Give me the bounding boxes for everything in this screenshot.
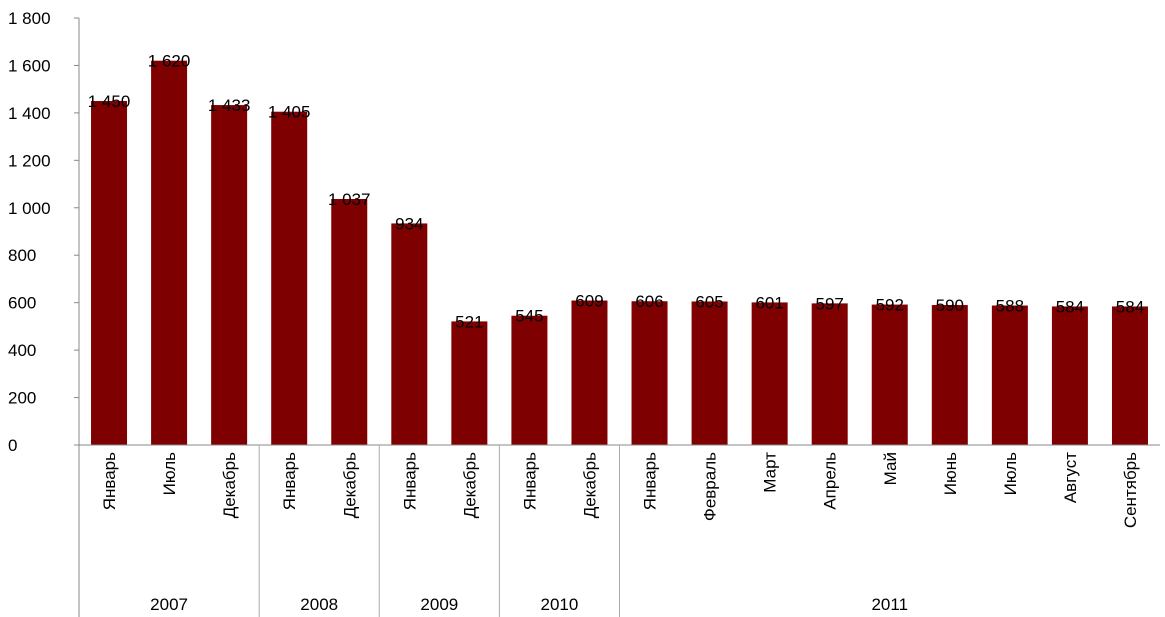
- bar: [811, 303, 848, 445]
- y-tick-label: 600: [8, 294, 36, 313]
- y-axis: 0 200 400 600 800 1 000 1 200 1 400 1 600 1 800: [8, 9, 80, 617]
- category-label: Декабрь: [580, 452, 599, 518]
- y-tick-label: 0: [8, 436, 17, 455]
- value-label: 1 405: [268, 103, 311, 122]
- y-tick-label: 1 000: [8, 199, 51, 218]
- category-label: Декабрь: [340, 452, 359, 518]
- category-label: Сентябрь: [1121, 452, 1140, 528]
- value-label: 588: [996, 297, 1024, 316]
- bar: [751, 302, 788, 445]
- bar: [691, 301, 728, 445]
- category-label: Декабрь: [460, 452, 479, 518]
- bar: [511, 315, 548, 445]
- category-label: Январь: [400, 452, 419, 510]
- bar: [571, 300, 608, 445]
- year-group-label: 2008: [300, 595, 338, 614]
- bar: [211, 105, 248, 446]
- year-group-label: 2007: [150, 595, 188, 614]
- y-tick-label: 400: [8, 341, 36, 360]
- category-label: Июль: [160, 452, 179, 496]
- category-label: Январь: [520, 452, 539, 510]
- value-label: 601: [755, 293, 783, 312]
- category-label: Май: [881, 452, 900, 485]
- year-group-axis: 2007 2008 2009 2010 2011: [150, 445, 908, 617]
- value-labels: 1 450 1 620 1 433 1 405 1 037 934 521 545 609 606…: [88, 52, 1144, 332]
- value-label: 592: [876, 296, 904, 315]
- category-label: Март: [761, 452, 780, 493]
- value-label: 605: [695, 292, 723, 311]
- value-label: 606: [635, 292, 663, 311]
- bar: [451, 321, 488, 445]
- y-tick-label: 1 400: [8, 104, 51, 123]
- category-label: Январь: [280, 452, 299, 510]
- category-label: Декабрь: [220, 452, 239, 518]
- bar: [1111, 306, 1148, 445]
- bar: [391, 223, 428, 445]
- value-label: 521: [455, 312, 483, 331]
- bars: [91, 60, 1148, 446]
- bar: [931, 305, 968, 445]
- bar: [91, 101, 128, 446]
- category-label: Апрель: [821, 452, 840, 510]
- y-tick-label: 200: [8, 389, 36, 408]
- y-tick-label: 1 200: [8, 151, 51, 170]
- value-label: 1 433: [208, 96, 251, 115]
- bar: [1051, 306, 1088, 445]
- value-label: 590: [936, 296, 964, 315]
- value-label: 1 620: [148, 52, 191, 71]
- year-group-label: 2011: [871, 595, 908, 614]
- bar: [631, 301, 668, 445]
- category-label: Июнь: [941, 452, 960, 495]
- bar: [271, 111, 308, 446]
- y-tick-label: 1 600: [8, 56, 51, 75]
- value-label: 584: [1116, 297, 1144, 316]
- year-group-label: 2010: [541, 595, 579, 614]
- bar: [151, 60, 188, 445]
- bar: [991, 305, 1028, 445]
- value-label: 609: [575, 292, 603, 311]
- value-label: 545: [515, 307, 543, 326]
- bar: [871, 304, 908, 445]
- y-tick-label: 1 800: [8, 9, 51, 28]
- category-label: Июль: [1001, 452, 1020, 496]
- value-label: 597: [816, 294, 844, 313]
- value-label: 934: [395, 214, 423, 233]
- category-label: Январь: [100, 452, 119, 510]
- value-label: 584: [1056, 297, 1084, 316]
- value-label: 1 037: [328, 190, 371, 209]
- y-tick-label: 800: [8, 246, 36, 265]
- value-label: 1 450: [88, 92, 131, 111]
- category-label: Январь: [641, 452, 660, 510]
- year-group-label: 2009: [420, 595, 458, 614]
- bar: [331, 199, 368, 445]
- category-label: Август: [1061, 452, 1080, 503]
- category-label: Февраль: [701, 452, 720, 521]
